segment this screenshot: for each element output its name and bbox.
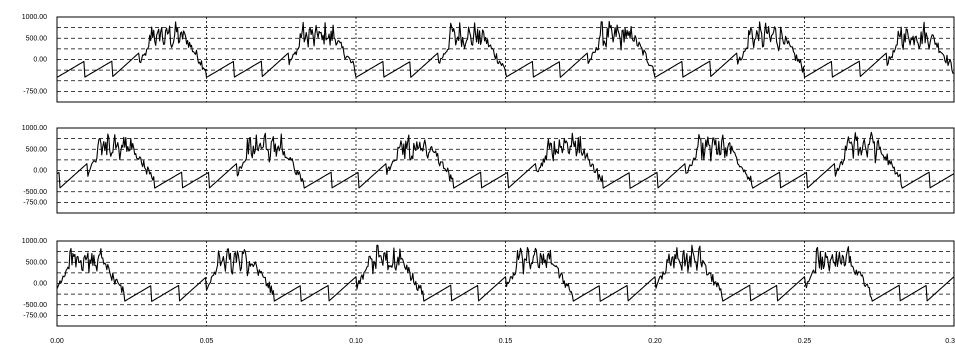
signal-trace [56, 131, 955, 189]
y-tick-label: 500.00 [26, 146, 48, 153]
y-tick-label: 0.00 [33, 168, 47, 175]
x-tick-label: 0.3 [945, 338, 955, 345]
x-tick-label: 0.00 [50, 338, 64, 345]
y-tick-label: -750.00 [23, 199, 47, 206]
panel-1: 1000.00 500.00 0.00 -750.00 [22, 14, 955, 103]
y-tick-label: -750.00 [23, 312, 47, 319]
x-tick-label: 0.05 [200, 338, 214, 345]
signal-trace [56, 244, 955, 302]
y-tick-label: 1000.00 [22, 14, 47, 21]
y-tick-label: -500.00 [23, 189, 47, 196]
x-tick-label: 0.25 [798, 338, 812, 345]
y-tick-label: 0.00 [33, 57, 47, 64]
panel-3: 1000.00 500.00 0.00 -500.00 -750.00 [22, 238, 955, 327]
plot-frame [56, 127, 955, 214]
x-tick-label: 0.20 [648, 338, 662, 345]
y-tick-label: 500.00 [26, 35, 48, 42]
y-tick-label: 0.00 [33, 281, 47, 288]
plot-frame [56, 240, 955, 327]
y-tick-label: -500.00 [23, 302, 47, 309]
y-tick-label: 1000.00 [22, 238, 47, 245]
plot-frame [56, 16, 955, 103]
panel-2: 1000.00 500.00 0.00 -500.00 -750.00 [22, 125, 955, 214]
signal-trace [56, 20, 955, 78]
y-tick-label: -750.00 [23, 88, 47, 95]
x-tick-label: 0.10 [349, 338, 363, 345]
y-tick-label: 500.00 [26, 259, 48, 266]
y-tick-label: 1000.00 [22, 125, 47, 132]
x-tick-label: 0.15 [499, 338, 513, 345]
